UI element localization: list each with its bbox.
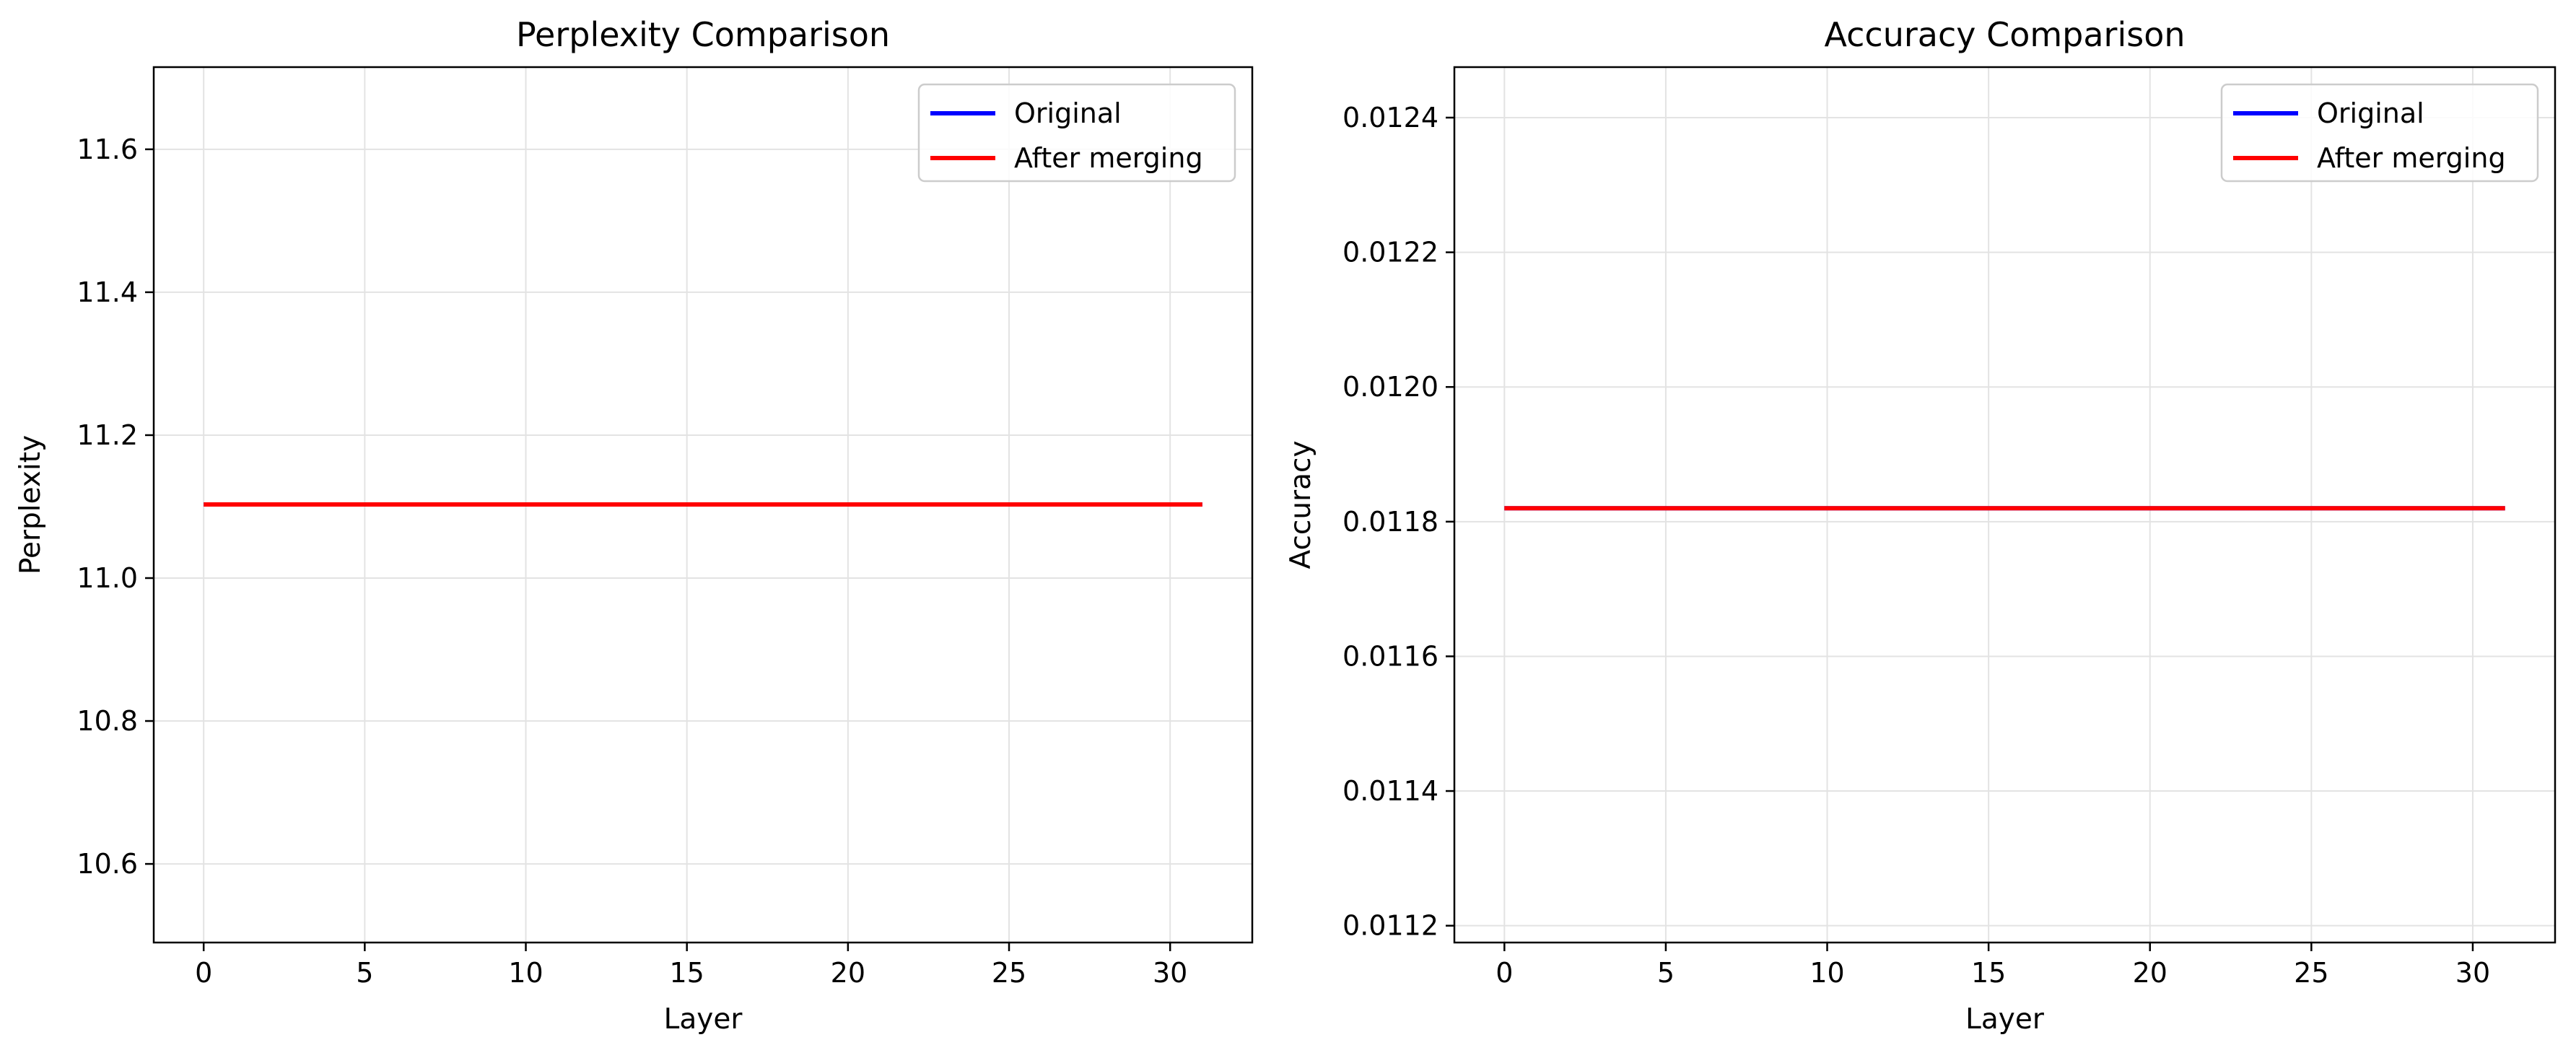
x-tick-label: 10 [508,957,543,989]
x-tick-label: 20 [2133,957,2167,989]
y-axis-label: Accuracy [1285,440,1317,569]
x-tick-label: 25 [2294,957,2328,989]
legend-label: After merging [1014,142,1203,174]
y-axis-label: Perplexity [14,435,47,574]
x-axis-label: Layer [664,1003,743,1036]
legend-box [2220,83,2539,183]
y-tick-label: 0.0120 [1342,371,1438,403]
y-tick-label: 0.0118 [1342,506,1438,538]
axes-frame [152,66,1254,944]
x-tick-label: 0 [1496,957,1513,989]
x-axis-label: Layer [1965,1003,2045,1036]
legend-box [917,83,1236,183]
legend: Original After merging [2220,83,2539,183]
legend-label: Original [1014,97,1122,129]
x-tick-label: 10 [1809,957,1844,989]
x-tick-label: 30 [2455,957,2490,989]
y-tick-label: 0.0112 [1342,910,1438,942]
legend-label: After merging [2317,142,2506,174]
chart-title: Accuracy Comparison [1824,15,2185,54]
y-tick-label: 0.0114 [1342,775,1438,807]
chart-title: Perplexity Comparison [516,15,890,54]
x-tick-label: 25 [992,957,1026,989]
x-tick-label: 30 [1153,957,1187,989]
x-tick-label: 5 [1657,957,1675,989]
chart-panel-0: 0 5 10 15 20 25 30 10.6 10.8 11.0 11.2 11.4 11.6 Perp… [14,15,1254,1036]
legend: Original After merging [917,83,1236,183]
y-tick-label: 10.8 [77,705,138,737]
y-tick-label: 11.2 [77,419,138,451]
chart-panel-1: 0 5 10 15 20 25 30 0.0112 0.0114 0.0116 0.0118 0.01… [1285,15,2557,1036]
x-tick-label: 20 [831,957,865,989]
x-tick-label: 5 [356,957,373,989]
x-tick-label: 15 [670,957,704,989]
x-tick-label: 0 [195,957,212,989]
y-tick-label: 0.0116 [1342,640,1438,672]
legend-label: Original [2317,97,2424,129]
y-tick-label: 11.0 [77,562,138,594]
y-tick-label: 11.4 [77,276,138,308]
y-tick-label: 10.6 [77,848,138,880]
y-tick-label: 0.0122 [1342,237,1438,268]
axes-frame [1453,66,2557,944]
x-tick-label: 15 [1971,957,2006,989]
y-tick-label: 0.0124 [1342,102,1438,134]
y-tick-label: 11.6 [77,134,138,165]
